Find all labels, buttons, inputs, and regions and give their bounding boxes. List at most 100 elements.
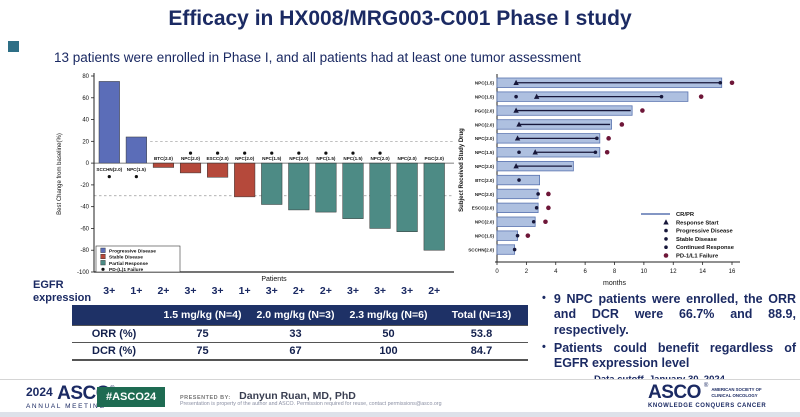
table-cell: 67 <box>249 342 342 361</box>
pdl1-failure-marker <box>619 122 625 127</box>
legend-dot-icon <box>664 245 668 249</box>
pdl1-failure-marker <box>546 205 551 211</box>
waterfall-legend-box <box>95 245 181 273</box>
pdl1-failure-marker <box>543 219 548 225</box>
table-cell: 50 <box>342 325 435 343</box>
bar-label: ESCC(2.0) <box>206 156 229 161</box>
y-tick-label: 20 <box>82 139 89 145</box>
bar-label: NPC(2.0) <box>289 156 309 161</box>
egfr-value: 3+ <box>347 285 359 297</box>
waterfall-bar <box>342 162 364 219</box>
egfr-value: 1+ <box>130 285 142 297</box>
waterfall-bar <box>234 162 256 198</box>
y-axis-label: Subject Received Study Drug <box>459 128 465 212</box>
bar-label: NPC(1.5) <box>343 156 363 161</box>
swimmer-bar <box>496 244 516 255</box>
egfr-value: 3+ <box>185 285 197 297</box>
bar-label: PGC(2.0) <box>425 156 445 161</box>
egfr-value: 2+ <box>428 285 440 297</box>
legend-triangle-icon <box>663 219 669 225</box>
pdl1-failure-dot <box>107 175 111 179</box>
x-tick-label: 12 <box>670 269 677 275</box>
waterfall-bar <box>179 162 202 174</box>
event-marker <box>515 233 520 238</box>
legend-label: PD-(L)1 Failure <box>109 267 143 273</box>
table-cell: 75 <box>156 325 249 343</box>
summary-bullets: • 9 NPC patients were enrolled, the ORR a… <box>542 292 796 385</box>
response-start-marker <box>532 149 538 155</box>
egfr-value: 3+ <box>374 285 386 297</box>
pdl1-failure-marker <box>698 94 704 99</box>
x-tick-label: 10 <box>641 269 648 275</box>
table-cell: 84.7 <box>435 342 528 361</box>
egfr-value: 2+ <box>320 285 332 297</box>
waterfall-bar <box>125 136 147 164</box>
x-axis-label: months <box>603 280 626 287</box>
y-axis-label: Best Change from baseline(%) <box>57 133 63 215</box>
bar-label: BTC(2.0) <box>154 156 173 161</box>
x-tick-label: 6 <box>583 269 587 275</box>
waterfall-bar <box>152 162 174 168</box>
row-label: NPC(1.5) <box>475 81 495 86</box>
asco-tagline: KNOWLEDGE CONQUERS CANCER <box>648 403 767 409</box>
bar-label: NPC(1.5) <box>127 167 147 172</box>
row-label: NPC(2.0) <box>475 192 495 197</box>
waterfall-bar <box>207 162 229 178</box>
legend-dot-icon <box>664 237 668 241</box>
table-cell: ORR (%) <box>72 325 156 343</box>
row-label: NPC(2.0) <box>475 136 495 141</box>
y-tick-label: 40 <box>82 118 89 124</box>
y-tick-label: -80 <box>80 248 89 254</box>
society-subtitle: AMERICAN SOCIETY OF CLINICAL ONCOLOGY <box>711 387 762 398</box>
pdl1-failure-marker <box>525 233 531 238</box>
bar-label: NPC(1.5) <box>316 156 336 161</box>
bar-label: NPC(2.0) <box>235 156 255 161</box>
row-label: SCCHN(2.0) <box>468 247 494 252</box>
egfr-value: 3+ <box>401 285 413 297</box>
pdl1-failure-dot <box>243 151 247 155</box>
egfr-value: 3+ <box>212 285 224 297</box>
egfr-value: 2+ <box>157 285 169 297</box>
egfr-value: 3+ <box>103 285 115 297</box>
egfr-expression-label: EGFR expression <box>33 279 92 304</box>
x-tick-label: 0 <box>495 269 499 275</box>
table-header: 1.5 mg/kg (N=4) 2.0 mg/kg (N=3) 2.3 mg/kg … <box>72 305 528 326</box>
pdl1-failure-dot <box>351 151 355 155</box>
x-tick-label: 2 <box>525 269 529 275</box>
y-tick-label: -60 <box>80 226 89 232</box>
x-tick-label: 16 <box>729 269 736 275</box>
x-axis-label: Patients <box>261 276 287 283</box>
pdl1-failure-marker <box>729 80 735 86</box>
pdl1-failure-dot <box>324 151 328 155</box>
legend-label: Response Start <box>676 220 719 226</box>
bullet-icon: • <box>542 292 546 304</box>
asco-wordmark-right: ASCO <box>648 382 701 403</box>
bar-label: SCCHN(2.0) <box>96 167 122 172</box>
table-header-cell <box>72 305 156 326</box>
bullet-text: Patients could benefit regardless of EGF… <box>553 340 796 370</box>
table-row: ORR (%) 75 33 50 53.8 <box>72 325 528 343</box>
legend-swatch-icon <box>100 247 106 253</box>
x-tick-label: 4 <box>554 269 558 275</box>
table-cell: 33 <box>249 325 342 343</box>
bar-label: NPC(2.0) <box>181 156 201 161</box>
row-label: NPC(2.0) <box>475 164 495 169</box>
pdl1-failure-dot <box>134 175 138 179</box>
pdl1-failure-dot <box>188 151 193 155</box>
waterfall-bar <box>98 81 120 164</box>
event-marker <box>718 80 723 85</box>
row-label: NPC(1.5) <box>475 94 495 99</box>
pdl1-failure-marker <box>546 191 551 197</box>
legend-label: Stable Disease <box>109 255 143 261</box>
bar-label: NPC(1.5) <box>262 156 282 161</box>
presenter-name: Danyun Ruan, MD, PhD <box>239 390 356 402</box>
event-marker <box>659 94 664 99</box>
y-tick-label: -20 <box>80 183 89 189</box>
legend-dot-icon <box>101 267 105 271</box>
y-tick-label: -100 <box>77 270 90 276</box>
x-tick-label: 8 <box>613 269 617 275</box>
waterfall-bar <box>369 162 391 229</box>
legend-swatch-icon <box>100 253 106 259</box>
egfr-value: 3+ <box>266 285 278 297</box>
